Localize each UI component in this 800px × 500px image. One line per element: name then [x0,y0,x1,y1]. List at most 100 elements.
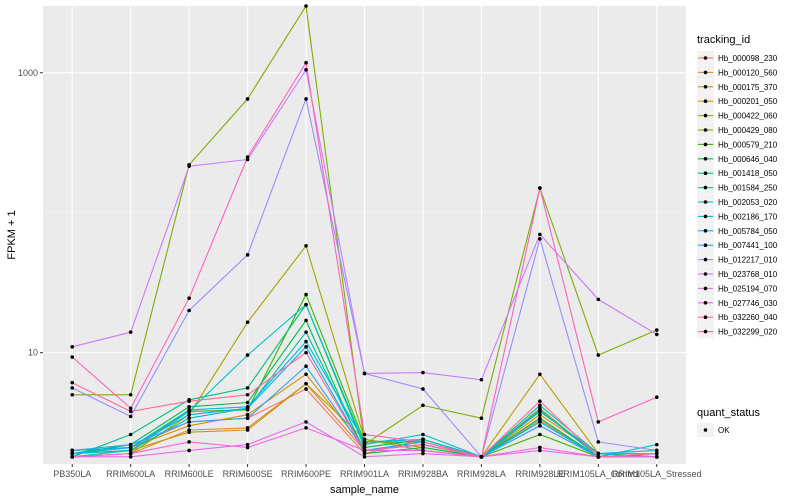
data-point [70,345,75,349]
data-point [304,292,308,297]
x-tick-label: PB350LA [53,469,91,479]
data-point [538,399,542,403]
legend-label: Hb_001418_050 [718,169,778,178]
data-point [245,406,250,411]
x-tick-label: RRIM105LA_Stressed [612,469,702,479]
data-point [245,97,250,101]
x-tick-label: RRIM600LE [165,469,214,479]
legend-label: Hb_000120_560 [718,68,778,77]
data-point [304,244,308,248]
data-point [421,370,425,375]
legend-key-point [703,85,708,89]
legend-key-point [703,200,708,204]
data-point [187,423,191,428]
data-point [421,445,425,450]
x-axis-title: sample_name [330,484,399,496]
data-point [304,372,308,377]
data-point [421,403,425,408]
data-point [304,387,308,391]
legend-key-point [703,329,708,334]
data-point [304,350,308,355]
legend-label: Hb_023768_010 [718,270,778,279]
data-point [128,392,133,397]
x-tick-label: RRIM928LE [515,469,564,479]
data-point [304,330,308,334]
x-tick-label: RRIM600LA [106,469,155,479]
legend-key-point [703,142,708,147]
data-point [187,420,191,424]
legend-key-point [703,185,708,190]
legend-label: Hb_000579_210 [718,140,778,149]
data-point [304,67,308,72]
data-point [596,420,601,424]
legend-key-point [703,286,708,291]
data-point [304,318,308,323]
legend-key-point [703,315,708,320]
data-point [128,451,133,456]
data-point [654,448,659,453]
data-point [304,97,308,101]
legend-key-point [703,301,708,305]
data-point [596,451,601,456]
legend-label: Hb_002053_020 [718,198,778,207]
legend-label: Hb_002186_170 [718,212,778,221]
data-point [538,416,542,420]
data-point [187,399,191,403]
data-point [245,320,250,324]
legend-key-point [703,157,708,161]
data-point [128,445,133,450]
legend-shape-items: OK [697,423,730,437]
data-point [245,157,250,162]
data-point [304,339,308,344]
y-axis: 1000 10 [18,68,43,358]
data-point [187,405,191,409]
data-point [421,451,425,456]
data-point [128,455,133,459]
y-axis-title: FPKM + 1 [6,210,18,259]
data-point [538,237,542,241]
data-point [128,414,133,419]
legend-key-point [703,229,708,233]
data-point [70,386,75,390]
data-point [479,455,484,459]
data-point [654,328,659,332]
data-point [479,416,484,420]
data-point [421,448,425,453]
data-point [421,432,425,437]
data-point [421,387,425,391]
legend-label: Hb_001584_250 [718,184,778,193]
data-point [304,345,308,349]
data-point [187,296,191,300]
legend-label: Hb_007441_100 [718,241,778,250]
data-point [245,400,250,405]
data-point [245,386,250,390]
legend: tracking_id Hb_000098_230Hb_000120_560Hb… [697,34,778,437]
data-point [187,164,191,168]
data-point [70,355,75,359]
data-point [362,451,367,456]
data-point [362,432,367,437]
data-point [128,432,133,437]
data-point [304,302,308,307]
data-point [421,442,425,447]
data-point [128,409,133,414]
legend-shape-title: quant_status [697,407,760,419]
data-point [245,253,250,257]
legend-key-point [703,257,708,262]
data-point [245,155,250,159]
x-axis: PB350LA RRIM600LA RRIM600LE RRIM600SE RRIM60… [53,464,702,479]
data-points [70,4,659,459]
data-point [654,395,659,400]
data-point [596,353,601,357]
data-point [128,406,133,411]
legend-label: Hb_000422_060 [718,112,778,121]
data-point [70,392,75,397]
data-point [128,448,133,453]
y-tick-label: 10 [28,348,38,358]
data-point [128,330,133,334]
data-point [362,448,367,453]
data-point [654,451,659,456]
legend-label: Hb_000098_230 [718,54,778,63]
data-point [304,420,308,424]
